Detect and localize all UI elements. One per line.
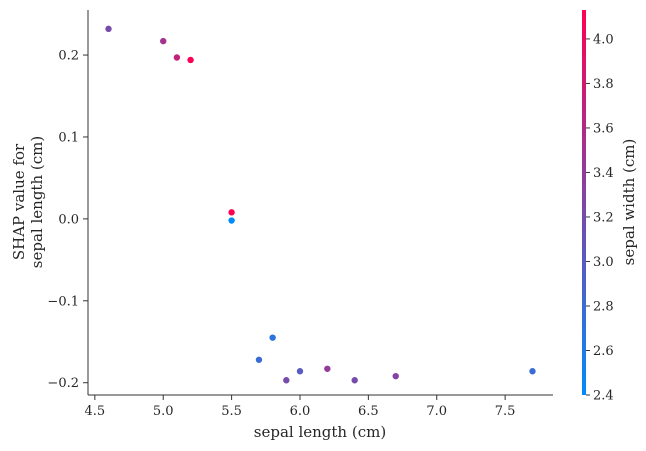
data-point <box>283 377 290 384</box>
colorbar-tick-label: 2.8 <box>593 299 614 314</box>
y-axis-ticks: −0.2 −0.1 0.0 0.1 0.2 <box>47 49 88 391</box>
y-axis-title-line-2: sepal length (cm) <box>28 136 46 268</box>
colorbar-ticks: 2.4 2.6 2.8 3.0 3.2 3.4 3.6 3.8 4.0 <box>586 32 614 404</box>
colorbar-tick-label: 4.0 <box>593 32 614 47</box>
x-tick-label: 5.5 <box>221 404 242 419</box>
data-point <box>228 217 235 224</box>
data-point <box>269 334 276 341</box>
x-tick-label: 6.0 <box>290 404 311 419</box>
x-tick-label: 4.5 <box>84 404 105 419</box>
x-tick-label: 7.5 <box>495 404 516 419</box>
data-point <box>529 368 536 375</box>
data-point <box>160 37 167 45</box>
y-tick-label: 0.1 <box>58 130 79 145</box>
scatter-points <box>105 25 536 384</box>
y-tick-label: −0.2 <box>47 376 79 391</box>
colorbar-tick-label: 2.6 <box>593 344 614 359</box>
colorbar-tick-label: 3.4 <box>593 166 614 181</box>
colorbar-tick-label: 2.4 <box>593 389 614 404</box>
data-point <box>228 209 235 216</box>
x-tick-label: 5.0 <box>153 404 174 419</box>
data-point <box>296 368 304 375</box>
data-point <box>324 365 331 372</box>
y-tick-label: 0.0 <box>58 212 79 227</box>
x-axis-title: sepal length (cm) <box>254 423 386 441</box>
x-tick-label: 7.0 <box>426 404 447 419</box>
data-point <box>105 25 112 33</box>
y-axis-title-line-1: SHAP value for <box>10 143 28 260</box>
plot-area <box>87 10 553 396</box>
colorbar-tick-label: 3.2 <box>593 210 614 225</box>
y-tick-label: −0.1 <box>47 294 79 309</box>
data-point <box>351 377 358 384</box>
colorbar-title: sepal width (cm) <box>620 139 638 266</box>
data-point <box>255 356 263 363</box>
colorbar-tick-label: 3.0 <box>593 255 614 270</box>
y-axis-title: SHAP value for sepal length (cm) <box>10 136 46 268</box>
y-tick-label: 0.2 <box>58 49 79 64</box>
data-point <box>187 56 194 64</box>
x-axis-ticks: 4.5 5.0 5.5 6.0 6.5 7.0 7.5 <box>84 395 515 419</box>
data-point <box>392 372 399 380</box>
x-tick-label: 6.5 <box>358 404 379 419</box>
colorbar <box>582 10 586 395</box>
colorbar-tick-label: 3.6 <box>593 121 614 136</box>
data-point <box>173 54 181 61</box>
colorbar-tick-label: 3.8 <box>593 77 614 92</box>
